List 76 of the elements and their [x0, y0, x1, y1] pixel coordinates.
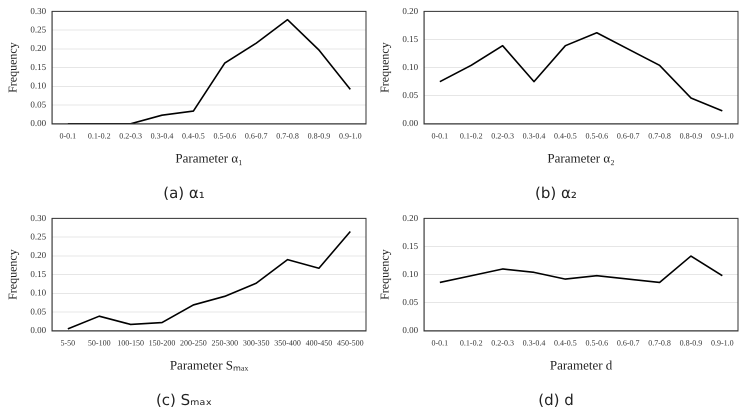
- y-tick-label: 0.20: [30, 250, 47, 260]
- x-axis-title: Parameter d: [550, 358, 613, 373]
- x-tick-label: 5-50: [60, 338, 76, 348]
- x-tick-label: 100-150: [117, 338, 144, 348]
- x-tick-label: 0-0.1: [432, 338, 448, 348]
- x-tick-label: 0.7-0.8: [648, 338, 671, 348]
- y-tick-label: 0.30: [30, 6, 47, 16]
- x-tick-label: 0.3-0.4: [150, 132, 174, 141]
- y-tick-label: 0.05: [402, 90, 419, 100]
- y-tick-label: 0.10: [402, 62, 419, 72]
- text: (c) Sₘₐₓ: [156, 390, 212, 409]
- y-axis-title: Frequency: [5, 42, 20, 93]
- x-tick-label: 0.3-0.4: [522, 132, 546, 141]
- x-tick-label: 0.1-0.2: [460, 132, 483, 141]
- y-tick-label: 0.10: [402, 268, 419, 279]
- x-tick-label: 0.6-0.7: [616, 338, 640, 348]
- x-tick-label: 50-100: [88, 338, 111, 348]
- y-tick-label: 0.00: [402, 118, 419, 128]
- text: (d) d: [538, 390, 574, 409]
- x-axis-title: Parameter α₁: [175, 150, 243, 166]
- x-tick-label: 0.4-0.5: [182, 132, 205, 141]
- y-tick-label: 0.20: [30, 43, 47, 54]
- y-tick-label: 0.10: [30, 288, 47, 298]
- x-tick-label: 0.7-0.8: [648, 132, 671, 141]
- y-tick-label: 0.30: [30, 212, 47, 223]
- x-tick-label: 0.7-0.8: [276, 132, 299, 141]
- x-tick-label: 300-350: [242, 338, 270, 348]
- x-tick-label: 0.1-0.2: [460, 338, 483, 348]
- text: (b) α₂: [535, 184, 577, 202]
- x-tick-label: 0.5-0.6: [585, 132, 608, 141]
- x-tick-label: 350-400: [274, 338, 301, 348]
- y-tick-label: 0.15: [402, 240, 419, 251]
- y-tick-label: 0.00: [402, 325, 419, 336]
- x-tick-label: 200-250: [180, 338, 207, 348]
- x-tick-label: 0.6-0.7: [616, 132, 640, 141]
- x-tick-label: 0.9-1.0: [710, 338, 734, 348]
- x-tick-label: 0.8-0.9: [680, 132, 702, 141]
- y-axis-title: Frequency: [377, 249, 392, 300]
- x-tick-label: 0.9-1.0: [710, 132, 734, 141]
- x-tick-label: 0.2-0.3: [119, 132, 142, 141]
- x-tick-label: 0.1-0.2: [88, 132, 111, 141]
- y-tick-label: 0.15: [30, 268, 47, 279]
- x-tick-label: 0.4-0.5: [554, 132, 577, 141]
- x-tick-label: 0-0.1: [60, 132, 76, 141]
- x-tick-label: 0.3-0.4: [522, 338, 546, 348]
- y-tick-label: 0.00: [30, 325, 47, 336]
- y-tick-label: 0.15: [30, 62, 47, 72]
- x-tick-label: 0.4-0.5: [554, 338, 577, 348]
- x-tick-label: 0.5-0.6: [213, 132, 236, 141]
- x-tick-label: 0.8-0.9: [308, 132, 330, 141]
- x-axis-title: Parameter α₂: [547, 150, 615, 166]
- y-tick-label: 0.20: [402, 212, 419, 223]
- y-tick-label: 0.25: [30, 24, 47, 34]
- x-tick-label: 0.2-0.3: [491, 132, 514, 141]
- y-tick-label: 0.05: [30, 306, 47, 316]
- y-tick-label: 0.25: [30, 231, 47, 242]
- x-tick-label: 0.6-0.7: [244, 132, 268, 141]
- y-axis-title: Frequency: [377, 42, 392, 93]
- x-axis-title: Parameter Sₘₐₓ: [170, 358, 249, 373]
- x-tick-label: 0.2-0.3: [491, 338, 514, 348]
- x-tick-label: 400-450: [306, 338, 332, 348]
- x-tick-label: 0.9-1.0: [338, 132, 362, 141]
- x-tick-label: 0.8-0.9: [680, 338, 702, 348]
- y-tick-label: 0.05: [30, 99, 47, 110]
- text: (a) α₁: [163, 184, 205, 202]
- y-axis-title: Frequency: [5, 249, 20, 300]
- x-tick-label: 0.5-0.6: [585, 338, 608, 348]
- x-tick-label: 150-200: [148, 338, 176, 348]
- y-tick-label: 0.20: [402, 6, 419, 16]
- y-tick-label: 0.15: [402, 34, 419, 44]
- x-tick-label: 250-300: [211, 338, 238, 348]
- x-tick-label: 450-500: [336, 338, 364, 348]
- y-tick-label: 0.00: [30, 118, 47, 128]
- y-tick-label: 0.10: [30, 80, 47, 91]
- y-tick-label: 0.05: [402, 297, 419, 308]
- x-tick-label: 0-0.1: [432, 132, 448, 141]
